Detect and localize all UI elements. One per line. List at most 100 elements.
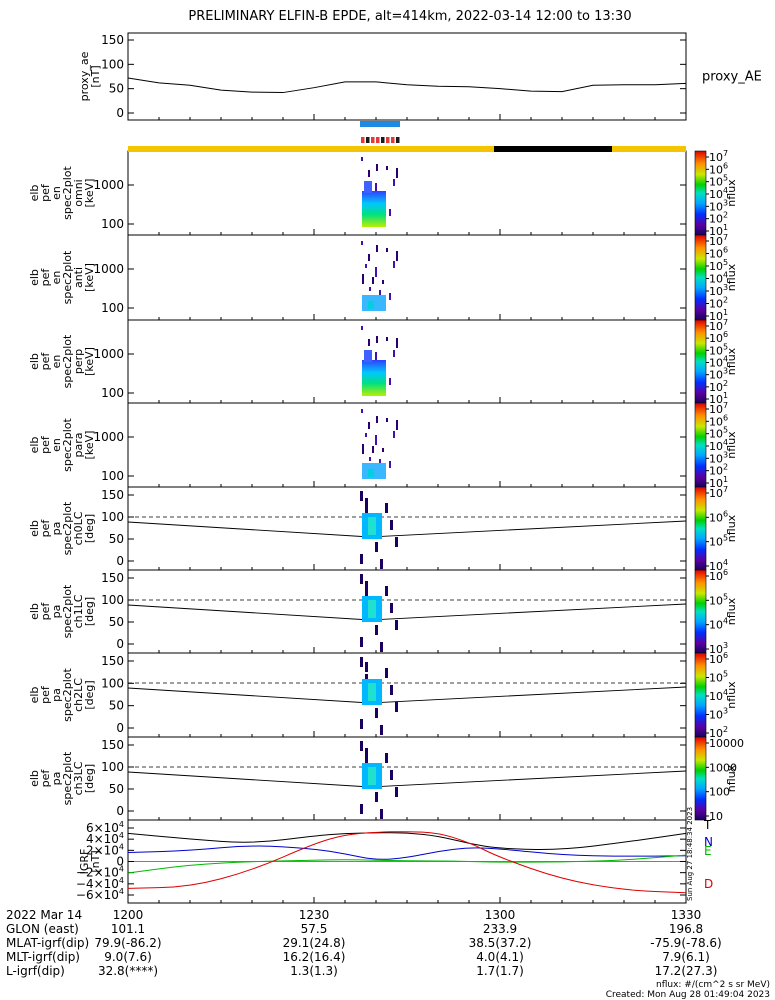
panel-4: elbpefenspec2plotpara[keV]10001001071061… — [28, 401, 738, 490]
proxy-ae-line — [127, 77, 687, 94]
spectrogram-pixel — [393, 431, 395, 438]
colorbar — [694, 234, 707, 321]
x-axis-row-label: L-igrf(dip) — [6, 964, 65, 978]
x-axis-value: 17.2(27.3) — [655, 964, 718, 978]
spectrogram-pixel — [368, 301, 374, 309]
spectrogram-pixel — [395, 537, 398, 547]
y-tick-label: 150 — [101, 488, 124, 502]
panel-frame — [127, 150, 687, 236]
y-axis-label: spec2plot — [61, 584, 74, 638]
y-tick-label: 0 — [116, 721, 124, 735]
y-axis-label: pa — [50, 522, 63, 536]
colorbar-tick-label: 10000 — [709, 737, 744, 750]
x-axis-value: 1.7(1.7) — [476, 964, 524, 978]
loss-cone-line — [127, 520, 687, 538]
spectrogram-pixel — [386, 337, 388, 341]
y-tick-label: 0 — [116, 554, 124, 568]
spectrogram-pixel — [393, 350, 395, 357]
timestamp-side: Sun Aug 27 18:48:34 2023 — [686, 807, 694, 901]
y-axis-label: [keV] — [83, 263, 96, 292]
colorbar-tick-label: 106 — [709, 651, 728, 666]
coverage-bars — [128, 121, 686, 152]
y-tick-label: 1000 — [93, 347, 124, 361]
colorbar-tick-label: 104 — [709, 271, 728, 286]
spectrogram-pixel — [362, 360, 386, 396]
colorbar — [694, 402, 707, 488]
y-axis-label: elb — [28, 770, 41, 787]
colorbar-tick-label: 10 — [709, 810, 723, 823]
spectrogram-pixel — [364, 181, 372, 193]
spectrogram-pixel — [360, 491, 363, 501]
igrf-e-line — [127, 854, 687, 874]
legend-label: proxy_AE — [702, 70, 762, 85]
spectrogram-pixel — [375, 435, 377, 445]
colorbar-tick-label: 102 — [709, 379, 728, 394]
y-axis-label: ch1LC — [72, 594, 85, 628]
x-axis-value: 196.8 — [669, 922, 703, 936]
spectrogram-pixel — [386, 418, 388, 422]
y-tick-label: 100 — [101, 301, 124, 315]
panel-9: IGRF[nT]6×1044×1042×1040−2×104−4×104−6×1… — [76, 807, 713, 904]
colorbar-tick-label: 100 — [709, 786, 730, 799]
colorbar-tick-label: 101 — [709, 223, 728, 238]
y-axis-label: spec2plot — [61, 751, 74, 805]
y-tick-label: 1000 — [93, 178, 124, 192]
x-axis-value: 57.5 — [301, 922, 328, 936]
y-axis-label: pef — [39, 183, 52, 202]
panel-3: elbpefenspec2plotperp[keV]10001001071061… — [28, 318, 738, 406]
y-axis-label: elb — [28, 603, 41, 620]
colorbar-label: nflux — [725, 597, 738, 625]
coverage-bar-red — [381, 137, 385, 143]
panel-frame — [127, 32, 687, 121]
units-note: nflux: #/(cm^2 s sr MeV) — [656, 980, 770, 990]
y-tick-label: 100 — [101, 510, 124, 524]
panels: proxy_ae[nT]150100500proxy_AEelbpefenspe… — [28, 32, 762, 904]
panel-1: elbpefenspec2plotomni[keV]10001001071061… — [28, 149, 738, 238]
colorbar-tick-label: 105 — [709, 426, 728, 441]
spectrogram-pixel — [360, 804, 363, 814]
spectrogram-pixel — [395, 702, 398, 712]
igrf-n-line — [127, 845, 687, 860]
spectrogram-pixel — [396, 251, 398, 261]
colorbar-label: nflux — [725, 347, 738, 375]
spectrogram-pixel — [365, 433, 367, 437]
colorbar-tick-label: 106 — [709, 568, 728, 583]
y-axis-label: pa — [50, 605, 63, 619]
y-axis-label: proxy_ae — [78, 51, 91, 101]
y-axis-label: pef — [39, 435, 52, 454]
panel-frame — [127, 234, 687, 321]
spectrogram-pixel — [393, 261, 395, 268]
y-axis-label: spec2plot — [61, 250, 74, 304]
spectrogram-pixel — [368, 254, 370, 261]
x-axis-value: 1200 — [113, 908, 144, 922]
y-tick-label: 100 — [101, 217, 124, 231]
panel-frame — [127, 402, 687, 488]
y-axis-label: pef — [39, 602, 52, 621]
colorbar-tick-label: 106 — [709, 246, 728, 261]
y-axis-label: [deg] — [83, 514, 96, 543]
colorbar — [694, 569, 707, 654]
x-axis-value: 1300 — [485, 908, 516, 922]
x-axis-value: 16.2(16.4) — [283, 950, 346, 964]
spectrogram-pixel — [361, 157, 363, 161]
colorbar-tick-label: 103 — [709, 641, 728, 656]
y-tick-label: 100 — [101, 386, 124, 400]
spectrogram-pixel — [375, 267, 377, 277]
x-axis-row-label: MLAT-igrf(dip) — [6, 936, 89, 950]
spectrogram-pixel — [375, 708, 378, 718]
spectrogram-pixel — [380, 809, 383, 819]
y-tick-label: −2×104 — [76, 865, 124, 880]
spectrogram-pixel — [375, 183, 377, 193]
colorbar — [694, 736, 707, 821]
colorbar-tick-label: 107 — [709, 149, 728, 164]
spectrogram-pixel — [376, 336, 378, 343]
y-axis-label: pef — [39, 685, 52, 704]
colorbar-tick-label: 106 — [709, 413, 728, 428]
spectrogram-pixel — [375, 625, 378, 635]
x-axis-value: 4.0(4.1) — [476, 950, 524, 964]
y-axis-label: ch3LC — [72, 761, 85, 795]
coverage-bar-blue — [360, 121, 400, 127]
colorbar-tick-label: 104 — [709, 438, 728, 453]
